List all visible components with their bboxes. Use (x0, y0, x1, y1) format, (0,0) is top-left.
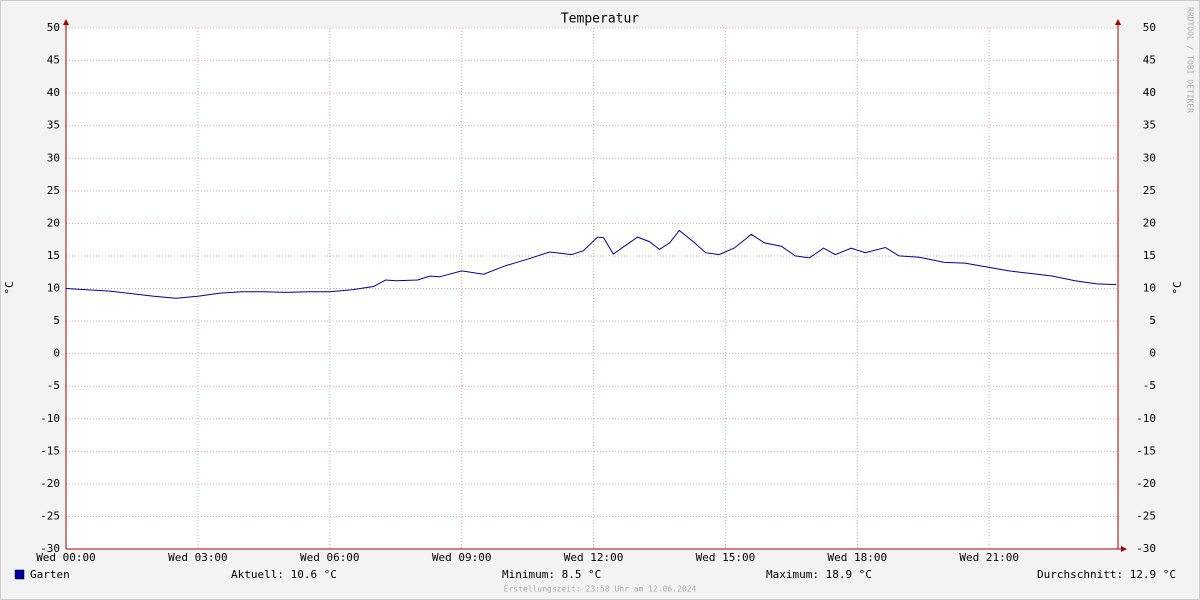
line (65, 229, 1117, 299)
x-tick-label: Wed 15:00 (696, 551, 756, 564)
x-tick-label: Wed 06:00 (300, 551, 360, 564)
axis-arrow (1121, 546, 1127, 552)
y-tick-label: -25 (40, 509, 60, 522)
stat-label: Durchschnitt: (1037, 568, 1123, 581)
y2-tick-label: 45 (1143, 54, 1156, 67)
y-tick-label: -30 (40, 542, 60, 555)
y-tick-label: 50 (47, 21, 60, 34)
y-tick-label: 35 (47, 119, 60, 132)
stat-value: 10.6 (291, 568, 318, 581)
chart-title: Temperatur (561, 12, 639, 27)
y2-tick-label: 25 (1143, 184, 1156, 197)
axis-arrow (63, 19, 69, 25)
y2-tick-label: 50 (1143, 21, 1156, 34)
axis-arrow (1115, 19, 1121, 25)
legend-label: Garten (30, 568, 70, 581)
y2-tick-label: -20 (1136, 477, 1156, 490)
y-tick-label: -5 (47, 379, 60, 392)
stat: Durchschnitt: 12.9 °C (1037, 568, 1176, 581)
x-tick-label: Wed 12:00 (564, 551, 624, 564)
y2-tick-label: 20 (1143, 216, 1156, 229)
y-tick-label: 25 (47, 184, 60, 197)
x-tick-label: Wed 18:00 (828, 551, 888, 564)
y2-tick-label: 10 (1143, 282, 1156, 295)
y-tick-label: -10 (40, 412, 60, 425)
y2-axis-title: °C (1171, 281, 1184, 294)
y-tick-label: 20 (47, 216, 60, 229)
stat-label: Aktuell: (231, 568, 284, 581)
stat-unit: °C (1163, 568, 1176, 581)
x-tick-label: Wed 09:00 (432, 551, 492, 564)
footer: Erstellungszeit: 23:58 Uhr am 12.06.2024 (504, 585, 697, 594)
stat-value: 12.9 (1130, 568, 1157, 581)
y-tick-label: 10 (47, 282, 60, 295)
y-tick-label: 5 (53, 314, 60, 327)
y2-tick-label: 35 (1143, 119, 1156, 132)
stat-unit: °C (324, 568, 337, 581)
stat-unit: °C (588, 568, 601, 581)
y-tick-label: -15 (40, 444, 60, 457)
y2-tick-label: 0 (1149, 347, 1156, 360)
y-tick-label: 40 (47, 86, 60, 99)
legend-swatch (14, 569, 25, 580)
y2-tick-label: -15 (1136, 444, 1156, 457)
y-tick-label: -20 (40, 477, 60, 490)
watermark: RRDTOOL / TOBI OETIKER (1186, 7, 1195, 113)
y2-tick-label: -10 (1136, 412, 1156, 425)
x-tick-label: Wed 21:00 (959, 551, 1019, 564)
y2-tick-label: -5 (1143, 379, 1156, 392)
x-tick-label: Wed 03:00 (168, 551, 228, 564)
grid (65, 27, 1118, 550)
y2-tick-label: 5 (1149, 314, 1156, 327)
y2-tick-label: 15 (1143, 249, 1156, 262)
y-tick-label: 0 (53, 347, 60, 360)
y-axis-title: °C (3, 281, 16, 294)
stat: Maximum: 18.9 °C (766, 568, 872, 581)
y2-tick-label: 40 (1143, 86, 1156, 99)
stat-unit: °C (859, 568, 872, 581)
stat-value: 8.5 (562, 568, 582, 581)
stat: Minimum: 8.5 °C (502, 568, 601, 581)
stat-label: Minimum: (502, 568, 555, 581)
stat: Aktuell: 10.6 °C (231, 568, 337, 581)
y2-tick-label: -30 (1136, 542, 1156, 555)
stat-value: 18.9 (826, 568, 853, 581)
y2-tick-label: 30 (1143, 151, 1156, 164)
y2-tick-label: -25 (1136, 509, 1156, 522)
y-tick-label: 30 (47, 151, 60, 164)
y-tick-label: 15 (47, 249, 60, 262)
x-tick-label: Wed 00:00 (36, 551, 96, 564)
stat-label: Maximum: (766, 568, 819, 581)
y-tick-label: 45 (47, 54, 60, 67)
